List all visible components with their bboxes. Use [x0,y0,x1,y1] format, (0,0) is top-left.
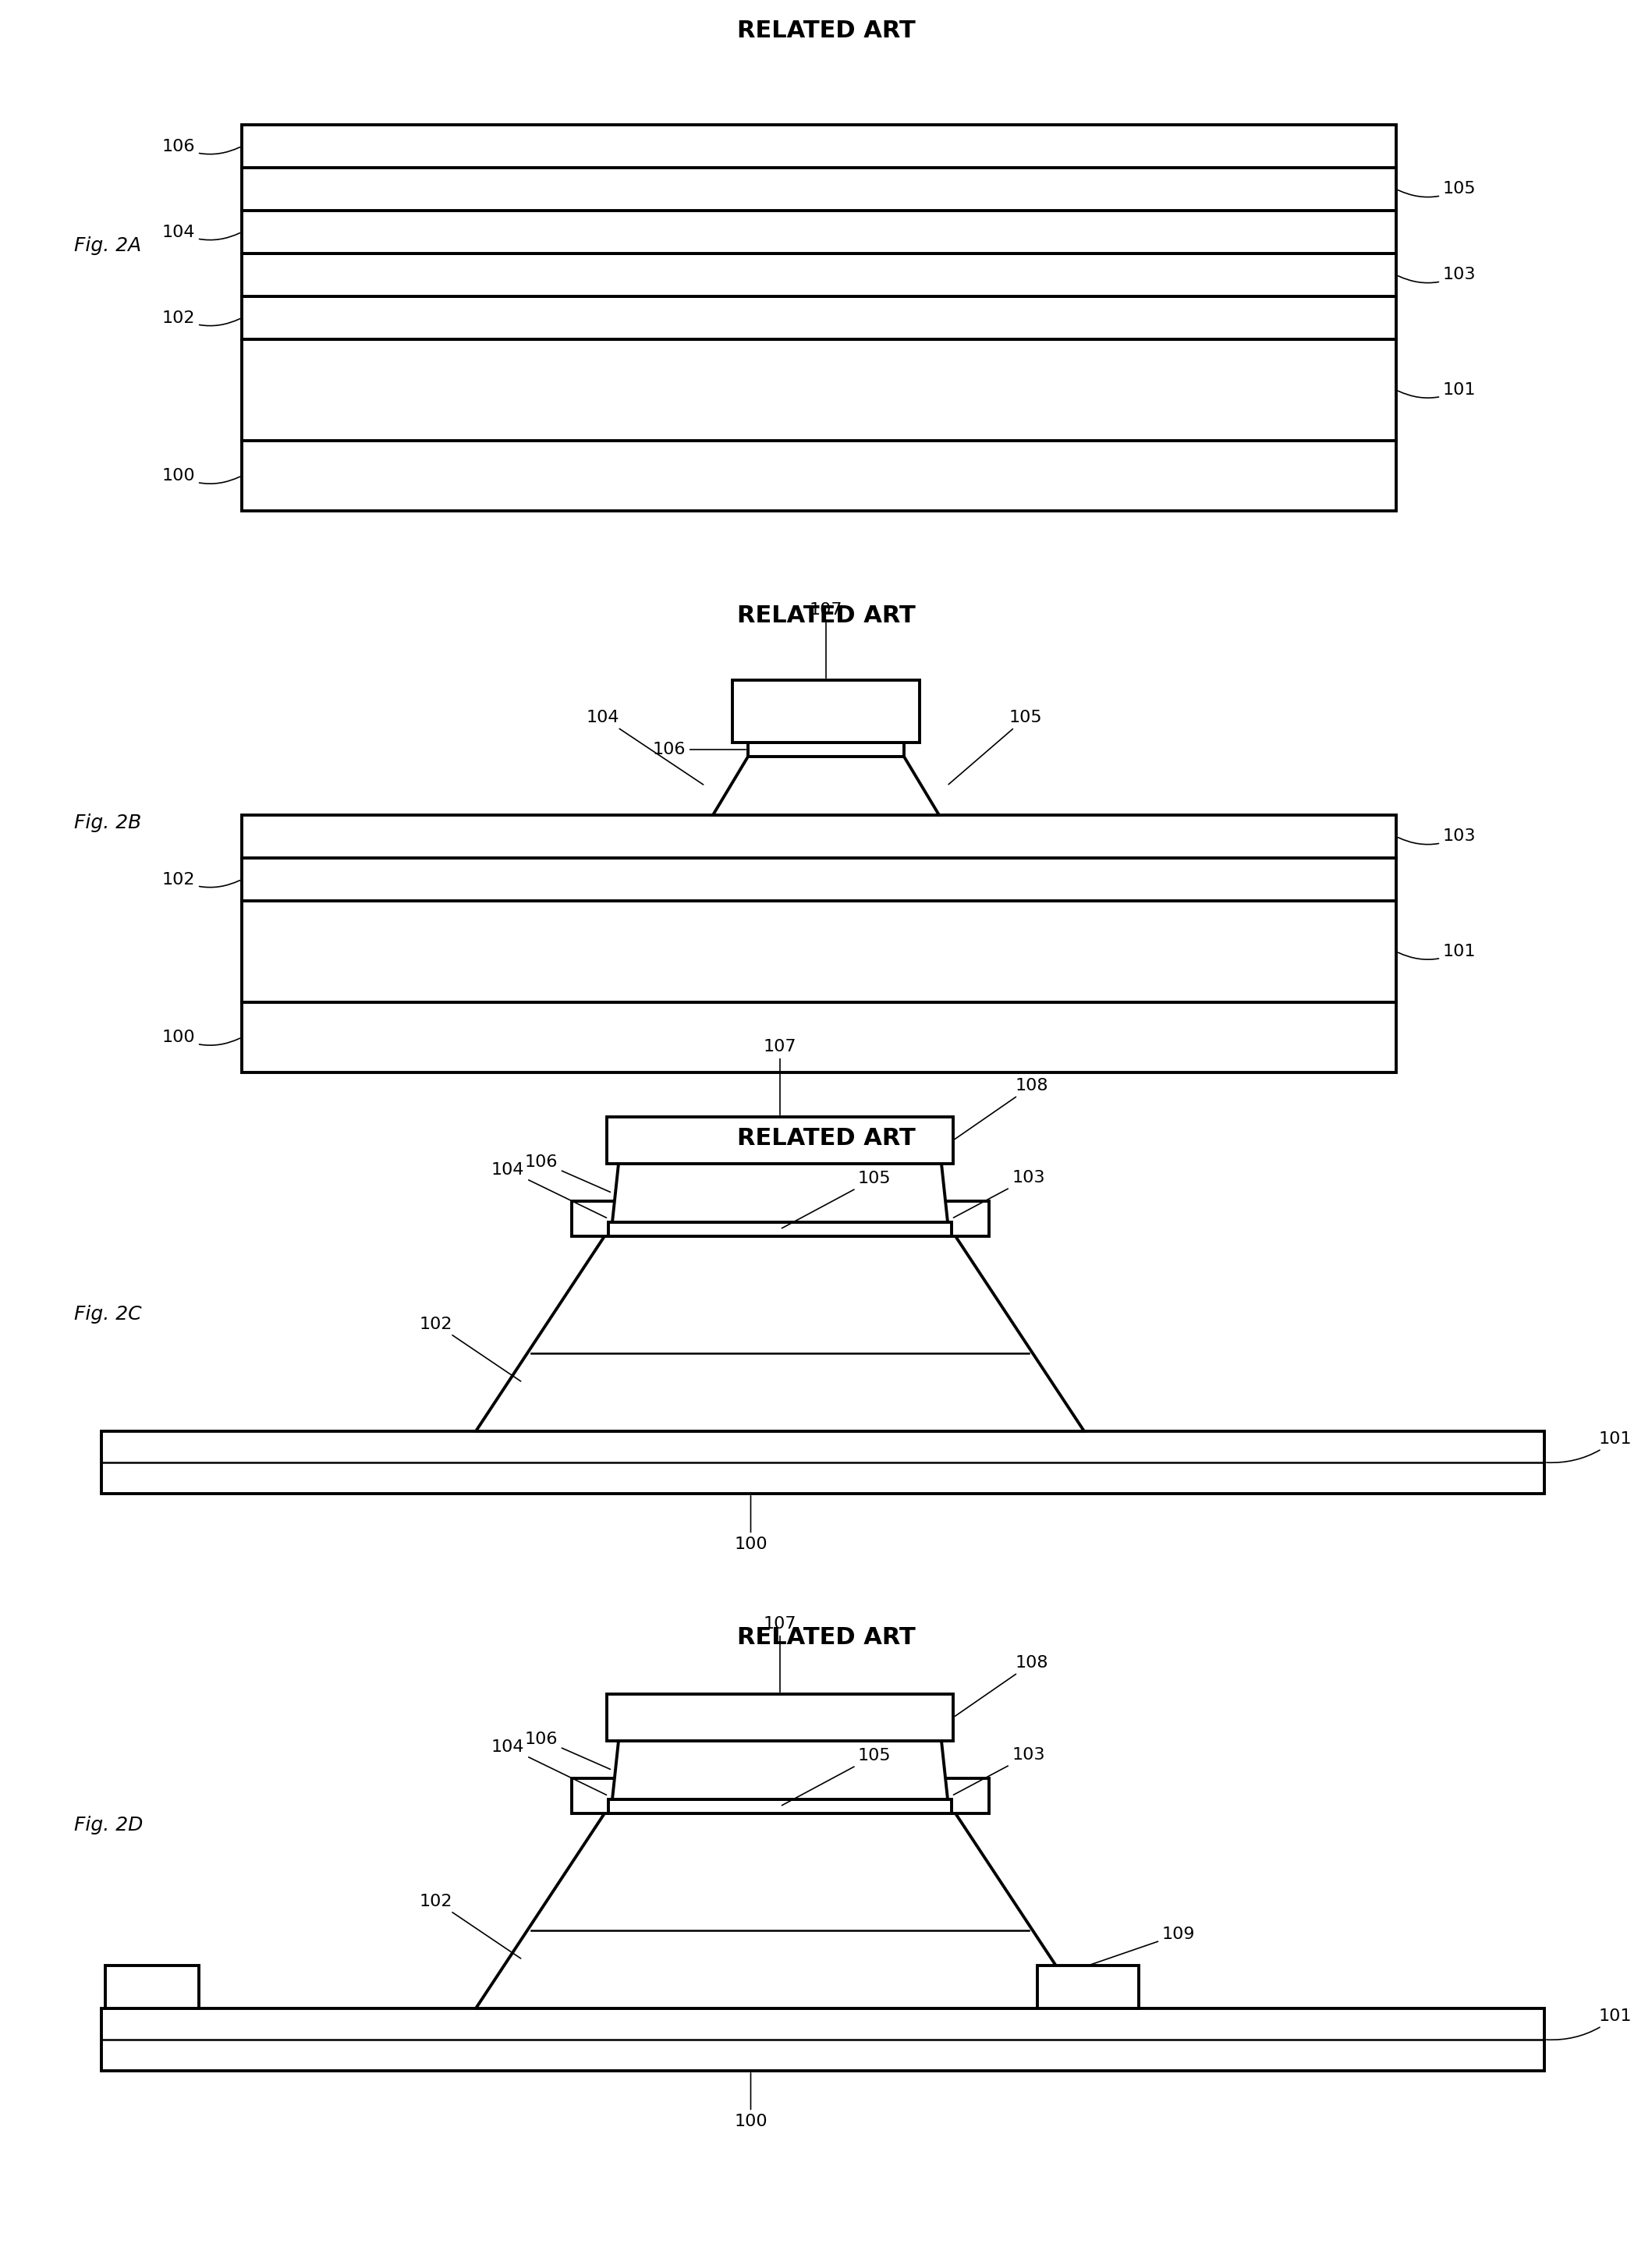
Text: 106: 106 [162,138,240,154]
Text: 104: 104 [491,1163,606,1217]
Text: 103: 103 [953,1748,1046,1795]
Bar [606,1118,953,1163]
Text: 102: 102 [420,1316,520,1382]
Text: 100: 100 [162,1030,240,1045]
Text: 104: 104 [162,224,240,239]
Text: 102: 102 [420,1894,520,1958]
Bar [241,1003,1396,1073]
Text: 106: 106 [525,1154,610,1192]
Polygon shape [613,1741,948,1800]
Text: 100: 100 [162,467,240,483]
Bar [106,1964,198,2007]
Bar [1037,1964,1138,2007]
Text: Fig. 2D: Fig. 2D [74,1815,144,1833]
Bar [241,339,1396,440]
Text: 108: 108 [955,1077,1049,1138]
Text: RELATED ART: RELATED ART [737,605,915,628]
Bar [241,440,1396,510]
Text: 106: 106 [653,741,745,756]
Bar [732,680,920,743]
Text: 102: 102 [162,872,240,887]
Text: 101: 101 [1546,2007,1632,2039]
Bar [606,1694,953,1741]
Text: 103: 103 [1398,266,1477,282]
Text: 103: 103 [1398,829,1477,844]
Text: Fig. 2C: Fig. 2C [74,1305,142,1323]
Bar [572,1779,646,1813]
Text: 106: 106 [525,1732,610,1770]
Bar [915,1779,988,1813]
Text: 104: 104 [586,709,704,784]
Bar [608,1222,952,1235]
Text: 109: 109 [1090,1926,1196,1964]
Polygon shape [613,1163,948,1222]
Polygon shape [476,1813,1084,2007]
Bar [241,210,1396,253]
Text: 107: 107 [809,603,843,677]
Bar [608,1800,952,1813]
Text: RELATED ART: RELATED ART [737,1626,915,1648]
Text: 103: 103 [953,1170,1046,1217]
Text: 100: 100 [733,2073,768,2129]
Text: 105: 105 [1398,181,1477,196]
Text: 108: 108 [955,1655,1049,1716]
Text: 104: 104 [491,1739,606,1795]
Bar [241,858,1396,901]
Text: 105: 105 [781,1170,890,1228]
Text: 100: 100 [733,1495,768,1551]
Text: RELATED ART: RELATED ART [737,1127,915,1149]
Text: 107: 107 [763,1039,796,1115]
Bar [241,815,1396,858]
Bar [241,167,1396,210]
Polygon shape [714,756,938,815]
Text: RELATED ART: RELATED ART [737,20,915,43]
Bar [572,1201,646,1235]
Text: Fig. 2B: Fig. 2B [74,813,142,833]
Text: 101: 101 [1398,382,1477,397]
Bar [241,296,1396,339]
Bar [915,1201,988,1235]
Text: 105: 105 [781,1748,890,1806]
Bar [241,253,1396,296]
Text: 102: 102 [162,309,240,325]
Text: Fig. 2A: Fig. 2A [74,237,142,255]
Polygon shape [476,1235,1084,1432]
Bar [101,1432,1545,1493]
Bar [101,2007,1545,2071]
Text: 101: 101 [1546,1432,1632,1463]
Text: 101: 101 [1398,944,1477,960]
Bar [241,901,1396,1003]
Text: 107: 107 [763,1617,796,1691]
Bar [241,124,1396,167]
Bar [748,743,904,756]
Text: 105: 105 [948,709,1042,784]
